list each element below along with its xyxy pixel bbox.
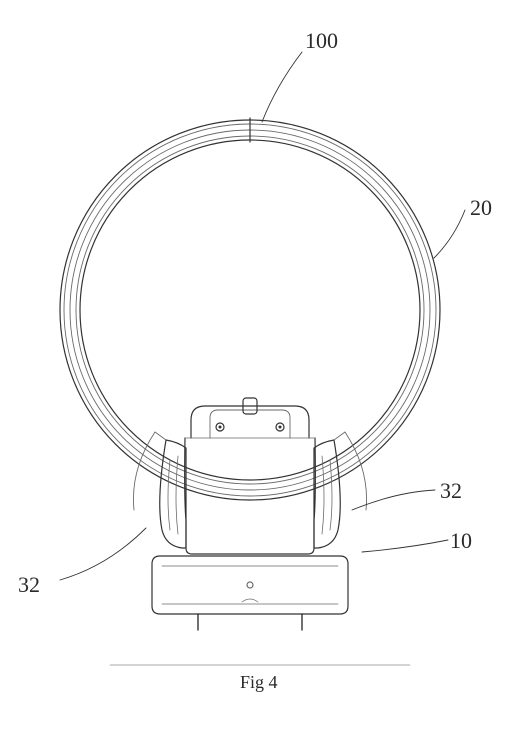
screw-left-dot bbox=[219, 426, 222, 429]
label-assembly: 100 bbox=[305, 28, 338, 54]
housing-top bbox=[191, 406, 309, 438]
label-ring: 20 bbox=[470, 195, 492, 221]
ring-outer bbox=[60, 120, 440, 500]
ring-base-join-r bbox=[334, 432, 345, 440]
ring-mid bbox=[70, 130, 430, 490]
plinth-button bbox=[247, 582, 253, 588]
leader-assembly bbox=[262, 52, 302, 122]
screw-right-dot bbox=[279, 426, 282, 429]
vent-panel-left bbox=[160, 440, 186, 548]
patent-drawing bbox=[0, 0, 530, 750]
leader-vent-right bbox=[352, 490, 435, 510]
label-vent-right: 32 bbox=[440, 478, 462, 504]
leader-vent-left bbox=[60, 528, 146, 580]
ring-inner-outer bbox=[76, 136, 424, 484]
ring-outer-inner bbox=[64, 124, 436, 496]
ring-inner bbox=[80, 140, 420, 480]
label-base: 10 bbox=[450, 528, 472, 554]
label-vent-left: 32 bbox=[18, 572, 40, 598]
plinth bbox=[152, 556, 348, 614]
vent-panel-right bbox=[314, 440, 340, 548]
figure-container: 100 20 32 32 10 Fig 4 bbox=[0, 0, 530, 750]
leader-ring bbox=[434, 210, 465, 258]
leader-base bbox=[362, 540, 448, 552]
plinth-detail bbox=[242, 599, 258, 602]
figure-caption: Fig 4 bbox=[240, 672, 278, 693]
ring-base-join-l bbox=[155, 432, 166, 440]
